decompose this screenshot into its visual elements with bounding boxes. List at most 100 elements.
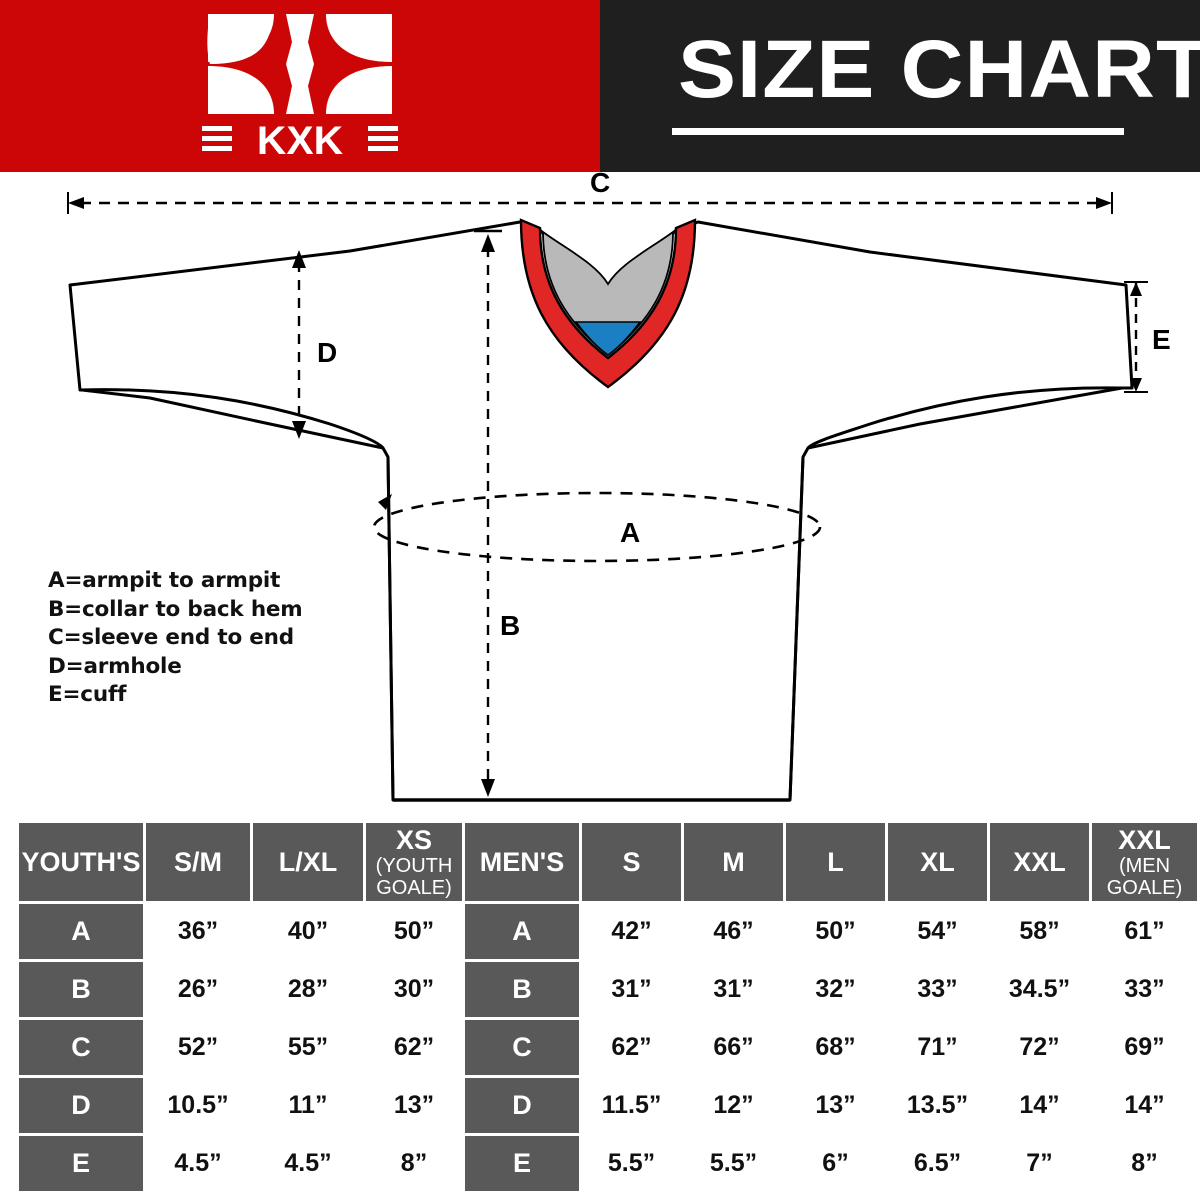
cell-men-l-c: 68” (786, 1020, 885, 1075)
cell-youth-sm-d: 10.5” (146, 1078, 250, 1133)
header-m-label: M (722, 846, 745, 877)
measure-b-arrowhead-top (481, 234, 495, 252)
header-xs-label: XS (395, 824, 433, 855)
page-title: SIZE CHART (678, 24, 1200, 115)
row-label-youth-b: B (19, 962, 143, 1017)
measure-a-arrowhead (378, 494, 392, 510)
cell-youth-sm-c: 52” (146, 1020, 250, 1075)
table-row: A 36” 40” 50” A 42” 46” 50” 54” 58” 61” (19, 904, 1197, 959)
jersey-left-underarm (79, 388, 385, 450)
cell-men-xxl-b: 34.5” (990, 962, 1089, 1017)
cell-youth-xs-d: 13” (366, 1078, 462, 1133)
header-mens-label: MEN'S (479, 846, 565, 877)
jersey-right-underarm (806, 386, 1123, 450)
cell-men-m-b: 31” (684, 962, 783, 1017)
header-xxl: XXL (990, 823, 1089, 901)
row-label-men-c: C (465, 1020, 579, 1075)
cell-men-s-e: 5.5” (582, 1136, 681, 1191)
row-label-men-d: D (465, 1078, 579, 1133)
cell-youth-sm-a: 36” (146, 904, 250, 959)
cell-men-l-d: 13” (786, 1078, 885, 1133)
collar-inner-fill (542, 230, 674, 357)
header-xxl-goale-sub: (MEN GOALE) (1106, 854, 1183, 899)
header-youths: YOUTH'S (19, 823, 143, 901)
title-panel: SIZE CHART (600, 0, 1200, 172)
measure-b-arrow (474, 229, 502, 802)
cell-men-s-d: 11.5” (582, 1078, 681, 1133)
measure-d-label: D (317, 337, 337, 368)
collar-tip-accent (574, 321, 642, 356)
header-m: M (684, 823, 783, 901)
measure-e-arrowhead-bottom (1130, 378, 1142, 392)
header-l-label: L (827, 846, 844, 877)
cell-men-xl-a: 54” (888, 904, 987, 959)
cell-men-xxlgoale-b: 33” (1092, 962, 1197, 1017)
jersey-left-side-seam (386, 456, 395, 801)
table-header-row: YOUTH'S S/M L/XL XS (YOUTH GOALE) MEN'S … (19, 823, 1197, 901)
header-s: S (582, 823, 681, 901)
legend-item-d: D=armhole (48, 653, 182, 679)
measure-c-label: C (590, 172, 610, 198)
header-xxl-label: XXL (1013, 846, 1066, 877)
header-xl: XL (888, 823, 987, 901)
measurement-legend: A=armpit to armpit B=collar to back hem … (48, 567, 303, 710)
title-underline (672, 128, 1124, 135)
header-lxl-label: L/XL (278, 846, 338, 877)
measure-d-arrowhead-bottom (292, 421, 306, 439)
cell-youth-xs-c: 62” (366, 1020, 462, 1075)
brand-panel: KXK (0, 0, 600, 172)
cell-youth-lxl-c: 55” (253, 1020, 363, 1075)
cell-youth-xs-a: 50” (366, 904, 462, 959)
jersey-right-side-seam (788, 456, 805, 801)
cell-men-xxlgoale-e: 8” (1092, 1136, 1197, 1191)
legend-item-b: B=collar to back hem (48, 596, 303, 622)
kxk-wordmark: KXK (202, 118, 398, 160)
row-label-youth-e: E (19, 1136, 143, 1191)
cell-men-m-a: 46” (684, 904, 783, 959)
cell-youth-xs-e: 8” (366, 1136, 462, 1191)
table-row: C 52” 55” 62” C 62” 66” 68” 71” 72” 69” (19, 1020, 1197, 1075)
cell-men-xxlgoale-a: 61” (1092, 904, 1197, 959)
table-row: B 26” 28” 30” B 31” 31” 32” 33” 34.5” 33… (19, 962, 1197, 1017)
measure-c-arrowhead-right (1096, 197, 1112, 209)
header-xs-youth-goale: XS (YOUTH GOALE) (366, 823, 462, 901)
row-label-men-a: A (465, 904, 579, 959)
cell-men-m-e: 5.5” (684, 1136, 783, 1191)
cell-men-xl-e: 6.5” (888, 1136, 987, 1191)
header-xxl-men-goale: XXL (MEN GOALE) (1092, 823, 1197, 901)
cell-youth-sm-b: 26” (146, 962, 250, 1017)
page-header: KXK SIZE CHART (0, 0, 1200, 172)
header-sm-label: S/M (173, 846, 222, 877)
row-label-youth-d: D (19, 1078, 143, 1133)
size-table: YOUTH'S S/M L/XL XS (YOUTH GOALE) MEN'S … (16, 820, 1200, 1194)
measure-b-arrowhead-bottom (481, 779, 495, 797)
measure-a-label: A (620, 517, 640, 548)
cell-men-m-c: 66” (684, 1020, 783, 1075)
collar-outer-band (519, 218, 697, 389)
cell-men-xxl-e: 7” (990, 1136, 1089, 1191)
svg-text:KXK: KXK (257, 118, 343, 160)
header-s-label: S (622, 846, 641, 877)
header-mens: MEN'S (465, 823, 579, 901)
cell-men-xxlgoale-c: 69” (1092, 1020, 1197, 1075)
cell-youth-xs-b: 30” (366, 962, 462, 1017)
cell-men-s-a: 42” (582, 904, 681, 959)
kxk-logo-icon (207, 14, 392, 114)
cell-men-xl-d: 13.5” (888, 1078, 987, 1133)
legend-item-a: A=armpit to armpit (48, 568, 281, 593)
header-lxl: L/XL (253, 823, 363, 901)
measure-a-ellipse (372, 491, 822, 563)
cell-men-xxl-d: 14” (990, 1078, 1089, 1133)
cell-men-l-e: 6” (786, 1136, 885, 1191)
measure-e-label: E (1152, 324, 1171, 355)
cell-men-l-b: 32” (786, 962, 885, 1017)
jersey-diagram: D E A B C (0, 167, 1200, 820)
header-sm: S/M (146, 823, 250, 901)
row-label-men-b: B (465, 962, 579, 1017)
row-label-youth-a: A (19, 904, 143, 959)
row-label-youth-c: C (19, 1020, 143, 1075)
cell-youth-lxl-a: 40” (253, 904, 363, 959)
header-youths-label: YOUTH'S (21, 846, 141, 877)
cell-men-s-c: 62” (582, 1020, 681, 1075)
